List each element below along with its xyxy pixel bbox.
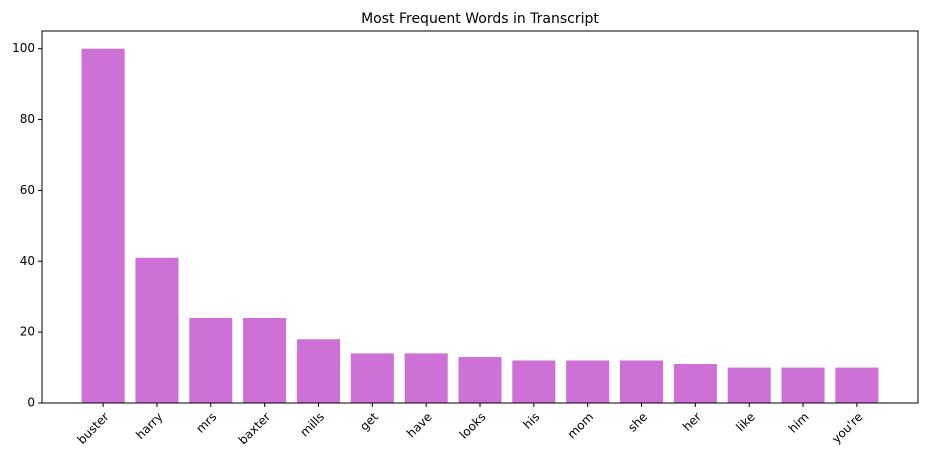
x-tick-label: mrs [193, 410, 219, 436]
bar [350, 353, 394, 403]
y-tick-label: 40 [20, 254, 35, 268]
x-tick-label: him [786, 410, 812, 436]
bar [727, 367, 771, 403]
bar [566, 360, 610, 403]
bar [243, 317, 287, 403]
x-tick-label: you're [829, 410, 865, 446]
x-tick-label: she [625, 410, 650, 435]
bar [673, 364, 717, 403]
bar [296, 339, 341, 403]
x-tick-label: harry [133, 410, 165, 442]
bar [619, 360, 664, 403]
x-tick-label: her [680, 410, 704, 434]
bar [458, 356, 502, 403]
x-tick-label: like [733, 410, 757, 434]
bar [189, 317, 233, 403]
chart-title: Most Frequent Words in Transcript [361, 11, 599, 27]
y-tick-label: 100 [12, 41, 35, 55]
y-tick-label: 0 [27, 396, 35, 410]
x-tick-label: his [520, 410, 542, 432]
x-tick-label: mills [297, 410, 327, 440]
bar [81, 48, 125, 403]
x-tick-label: mom [565, 410, 597, 442]
bar [135, 257, 179, 403]
x-tick-label: looks [457, 410, 489, 442]
y-tick-label: 20 [20, 325, 35, 339]
bar [404, 353, 448, 403]
bar [835, 367, 879, 403]
x-tick-label: get [357, 409, 381, 433]
y-tick-label: 60 [20, 183, 35, 197]
bar [512, 360, 556, 403]
x-tick-label: buster [75, 410, 112, 447]
bar [781, 367, 825, 403]
y-tick-label: 80 [20, 112, 35, 126]
x-tick-label: baxter [236, 410, 274, 448]
x-tick-label: have [404, 410, 435, 441]
